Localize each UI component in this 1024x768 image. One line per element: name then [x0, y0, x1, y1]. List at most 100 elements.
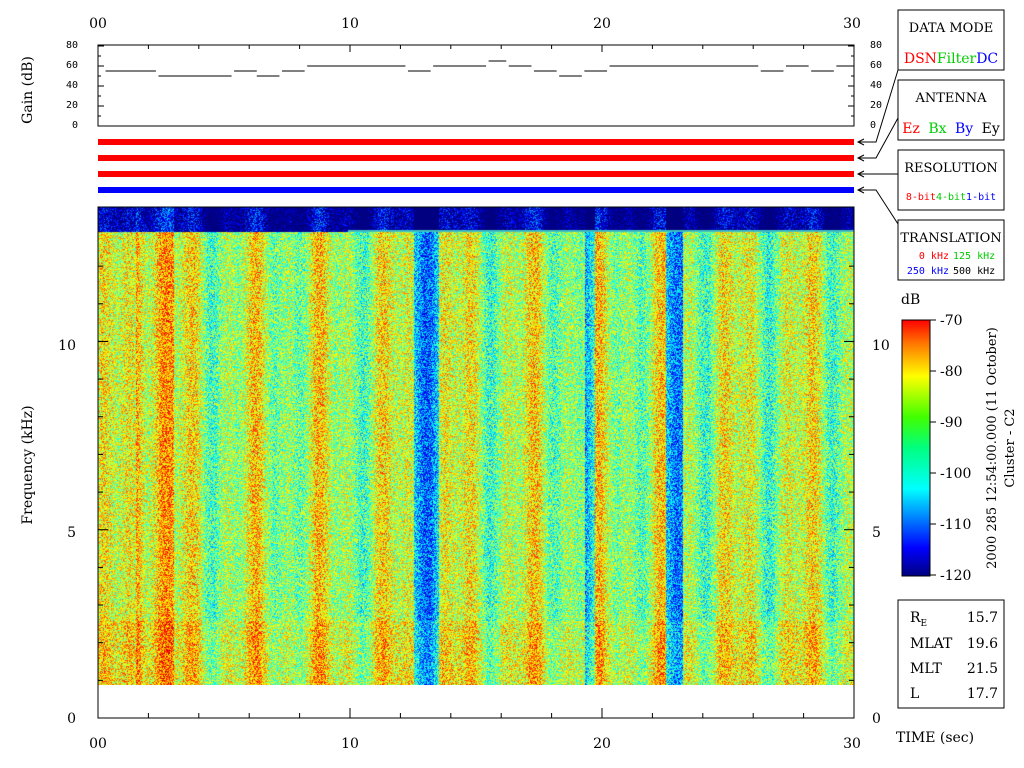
legend-box-frame [897, 219, 1005, 281]
arrow-head [856, 186, 865, 194]
legend-item-0khz: 0 kHz [919, 251, 949, 262]
legend-item-250khz: 250 kHz [907, 266, 949, 277]
mode-bar [98, 171, 854, 177]
legend-item-8bit: 8-bit [906, 192, 936, 203]
legend-antenna: ANTENNA Ez Bx By Ey [897, 79, 1005, 141]
arrow-head [856, 170, 865, 178]
top-tick-label: 20 [593, 16, 611, 32]
gain-tick-label-right: 20 [870, 100, 882, 111]
bottom-tick-label: 00 [89, 736, 107, 752]
bottom-tick-label: 20 [593, 736, 611, 752]
side-title-date: 2000 285 12:54:00.000 (11 October) [985, 327, 1000, 569]
bottom-time-axis: 00 10 20 30 TIME (sec) [89, 730, 974, 752]
legend-item-dsn: DSN [904, 51, 937, 67]
legend-item-1bit: 1-bit [966, 192, 996, 203]
spectrogram-panel: 0 5 10 0 5 10 Frequency (kHz) [20, 206, 890, 727]
colorbar-tick-label: -120 [940, 568, 971, 584]
connector-translation [858, 189, 899, 225]
gain-panel: Gain (dB) 80 60 40 20 0 80 60 40 20 0 [20, 40, 882, 131]
colorbar-gradient [901, 319, 931, 577]
gain-tick-label: 0 [72, 120, 78, 131]
mode-bars [98, 139, 854, 193]
colorbar-unit: dB [901, 292, 920, 308]
legend-translation: TRANSLATION 0 kHz 125 kHz 250 kHz 500 kH… [897, 219, 1005, 281]
gain-series [105, 60, 854, 77]
time-axis-title: TIME (sec) [896, 730, 974, 746]
freq-tick-label-right: 10 [872, 338, 890, 354]
gain-ticks [97, 45, 855, 127]
colorbar-tick-label: -80 [940, 364, 963, 380]
freq-tick-label: 0 [67, 711, 76, 727]
legend-item-filter: Filter [937, 51, 977, 67]
freq-tick-label: 10 [58, 338, 76, 354]
colorbar-tick-label: -100 [940, 466, 971, 482]
legend-items: DSNFilterDC [904, 51, 998, 67]
bottom-tick-label: 30 [843, 736, 861, 752]
info-value-re: 15.7 [967, 610, 998, 626]
gain-tick-label: 20 [66, 100, 78, 111]
top-tick-label: 10 [341, 16, 359, 32]
legend-box-frame [897, 79, 1005, 141]
legend-title: TRANSLATION [900, 231, 1001, 246]
orbit-info-box: RE 15.7 MLAT 19.6 MLT 21.5 L 17.7 [897, 599, 1005, 709]
arrow-head [856, 154, 865, 162]
gain-tick-label-right: 0 [870, 120, 876, 131]
colorbar-tick-label: -110 [940, 517, 971, 533]
bottom-tick-label: 10 [341, 736, 359, 752]
gain-tick-label: 80 [66, 40, 78, 51]
legend-item-500khz: 500 kHz [953, 266, 995, 277]
mode-bar [98, 139, 854, 145]
legend-item-by: By [955, 121, 973, 137]
gain-tick-label: 60 [66, 60, 78, 71]
legend-data-mode: DATA MODE DSNFilterDC [897, 9, 1005, 71]
freq-tick-label-right: 5 [872, 525, 881, 541]
legend-item-dc: DC [976, 51, 998, 67]
info-label-l: L [910, 686, 919, 702]
arrow-head [856, 138, 865, 146]
legend-title: DATA MODE [909, 21, 993, 36]
legend-item-4bit: 4-bit [936, 192, 966, 203]
gain-tick-label-right: 40 [870, 80, 882, 91]
mode-bar [98, 155, 854, 161]
info-box-frame [897, 599, 1005, 709]
legend-item-ez: Ez [902, 121, 920, 137]
top-time-axis: 00 10 20 30 [89, 16, 861, 32]
spectrogram-ticks [97, 265, 855, 719]
legend-items: 8-bit4-bit1-bit [906, 192, 996, 203]
top-tick-label: 30 [843, 16, 861, 32]
mode-bar [98, 187, 854, 193]
side-title-spacecraft: Cluster - C2 [1003, 408, 1018, 487]
legend-box-frame [897, 9, 1005, 71]
colorbar-tick-label: -90 [940, 415, 963, 431]
colorbar-tick-label: -70 [940, 313, 963, 329]
legend-box-frame [897, 149, 1005, 211]
info-label-re: RE [910, 610, 927, 629]
spectrogram-image [98, 207, 854, 685]
legend-item-ey: Ey [982, 121, 1000, 137]
gain-tick-label-right: 60 [870, 60, 882, 71]
frequency-axis-label: Frequency (kHz) [20, 405, 36, 524]
gain-axis-label: Gain (dB) [20, 56, 36, 124]
connector-antenna [858, 117, 899, 159]
legend-title: RESOLUTION [904, 161, 998, 176]
legend-item-bx: Bx [928, 121, 946, 137]
info-value-l: 17.7 [967, 686, 998, 702]
top-tick-label: 00 [89, 16, 107, 32]
gain-tick-label: 40 [66, 80, 78, 91]
info-value-mlt: 21.5 [967, 661, 998, 677]
freq-tick-label-right: 0 [872, 711, 881, 727]
info-label-mlt: MLT [910, 661, 942, 677]
legend-connectors [856, 69, 899, 225]
colorbar: dB -70 -80 -90 -100 -110 -1 [901, 292, 1018, 584]
legend-title: ANTENNA [914, 91, 987, 106]
spectrogram-frame [97, 206, 855, 719]
gain-tick-label-right: 80 [870, 40, 882, 51]
info-label-mlat: MLAT [910, 636, 953, 652]
connector-data-mode [858, 69, 899, 143]
legend-item-125khz: 125 kHz [953, 251, 995, 262]
legend-items: Ez Bx By Ey [902, 121, 1000, 137]
gain-panel-frame [97, 44, 855, 127]
info-value-mlat: 19.6 [967, 636, 998, 652]
freq-tick-label: 5 [67, 525, 76, 541]
